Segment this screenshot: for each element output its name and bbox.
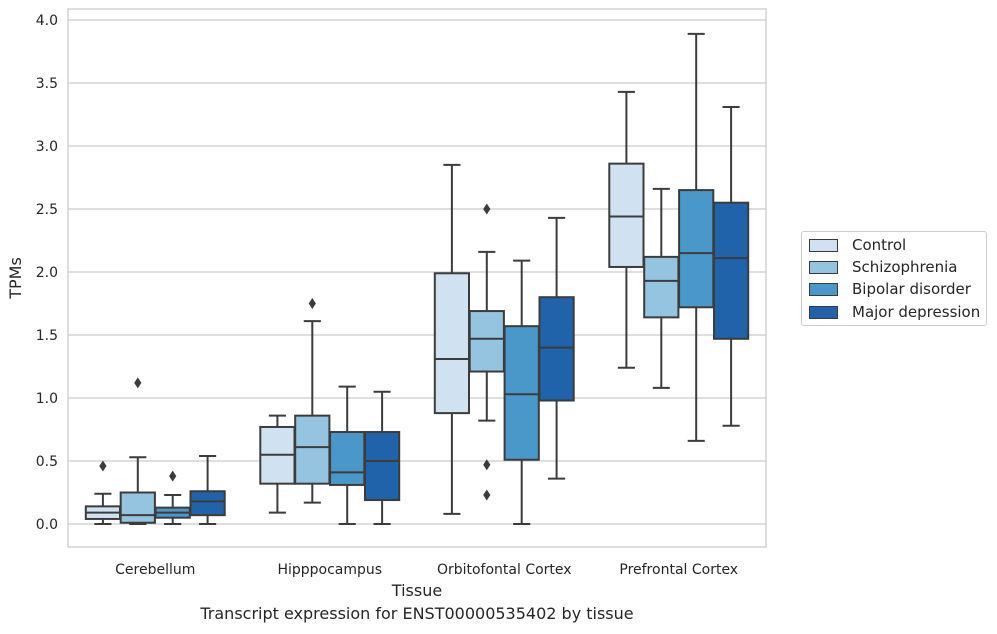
box-major-depression-orbitofontal-cortex — [538, 216, 575, 480]
y-tick-label: 2.0 — [36, 265, 58, 281]
outlier-point — [483, 489, 491, 501]
y-tick-label: 4.0 — [36, 13, 58, 29]
box-control-prefrontal-cortex — [608, 90, 645, 369]
outlier-point — [308, 298, 316, 309]
x-tick-label-prefrontal-cortex: Prefrontal Cortex — [619, 562, 738, 578]
box-iqr — [678, 189, 715, 309]
y-gridlines — [68, 19, 766, 525]
legend-label-bipolar-disorder: Bipolar disorder — [852, 280, 971, 298]
legend: Control Schizophrenia Bipolar disorder M… — [801, 231, 987, 326]
plot-frame — [67, 8, 767, 548]
legend-item-bipolar-disorder: Bipolar disorder — [809, 279, 971, 299]
box-control-cerebellum — [84, 460, 122, 525]
boxes — [84, 32, 750, 525]
outlier-point — [483, 459, 491, 471]
box-schizophrenia-hipppocampus — [294, 298, 331, 504]
outlier-point — [99, 460, 107, 472]
box-schizophrenia-cerebellum — [119, 377, 156, 525]
x-tick-label-hipppocampus: Hipppocampus — [277, 562, 382, 578]
y-tick-label: 2.5 — [36, 202, 58, 218]
series-schizophrenia — [119, 187, 680, 525]
y-tick-labels: 0.0 0.5 1.0 1.5 2.0 2.5 3.0 3.5 4.0 — [36, 13, 58, 533]
y-tick-label: 3.0 — [36, 139, 58, 155]
box-control-orbitofontal-cortex — [433, 163, 471, 515]
box-iqr — [329, 431, 366, 486]
y-tick-label: 0.0 — [36, 517, 58, 533]
series-major-depression — [189, 105, 750, 525]
x-tick-labels: Cerebellum Hipppocampus Orbitofontal Corte… — [115, 562, 738, 578]
box-iqr — [189, 490, 226, 517]
y-tick-label: 0.5 — [36, 454, 58, 470]
series-control — [84, 90, 645, 525]
outlier-point — [483, 203, 491, 215]
box-bipolar-disorder-cerebellum — [154, 470, 191, 525]
box-schizophrenia-prefrontal-cortex — [643, 187, 680, 389]
box-iqr — [643, 255, 680, 319]
figure-caption: Transcript expression for ENST0000053540… — [200, 604, 634, 623]
legend-swatch-bipolar-disorder — [809, 282, 838, 296]
legend-swatch-control — [809, 238, 838, 252]
box-major-depression-cerebellum — [189, 454, 226, 525]
y-tick-label: 1.5 — [36, 328, 58, 344]
box-iqr — [538, 296, 575, 402]
x-axis-label: Tissue — [391, 581, 442, 600]
legend-label-control: Control — [852, 236, 907, 254]
box-control-hipppocampus — [259, 414, 296, 514]
box-iqr — [468, 310, 505, 373]
legend-label-schizophrenia: Schizophrenia — [852, 258, 958, 276]
legend-item-major-depression: Major depression — [809, 302, 980, 322]
box-iqr — [119, 491, 156, 524]
y-tick-label: 3.5 — [36, 76, 58, 92]
box-bipolar-disorder-hipppocampus — [329, 385, 366, 525]
x-tick-label-orbitofontal-cortex: Orbitofontal Cortex — [437, 562, 572, 578]
box-major-depression-hipppocampus — [363, 390, 401, 525]
legend-swatch-major-depression — [809, 305, 838, 319]
box-major-depression-prefrontal-cortex — [712, 105, 750, 427]
y-axis-label: TPMs — [6, 257, 25, 300]
outlier-point — [169, 470, 177, 482]
legend-label-major-depression: Major depression — [852, 303, 981, 321]
x-tick-label-cerebellum: Cerebellum — [115, 562, 195, 578]
box-iqr — [363, 431, 401, 502]
box-bipolar-disorder-orbitofontal-cortex — [503, 259, 540, 525]
box-iqr — [433, 272, 471, 415]
box-schizophrenia-orbitofontal-cortex — [468, 203, 505, 501]
outlier-point — [134, 377, 142, 389]
box-iqr — [294, 414, 331, 485]
box-bipolar-disorder-prefrontal-cortex — [678, 32, 715, 442]
box-iqr — [712, 201, 750, 340]
legend-item-schizophrenia: Schizophrenia — [809, 257, 957, 277]
box-iqr — [503, 325, 540, 461]
y-tick-label: 1.0 — [36, 391, 58, 407]
legend-swatch-schizophrenia — [809, 260, 838, 274]
box-iqr — [608, 162, 645, 268]
legend-item-control: Control — [809, 235, 906, 255]
